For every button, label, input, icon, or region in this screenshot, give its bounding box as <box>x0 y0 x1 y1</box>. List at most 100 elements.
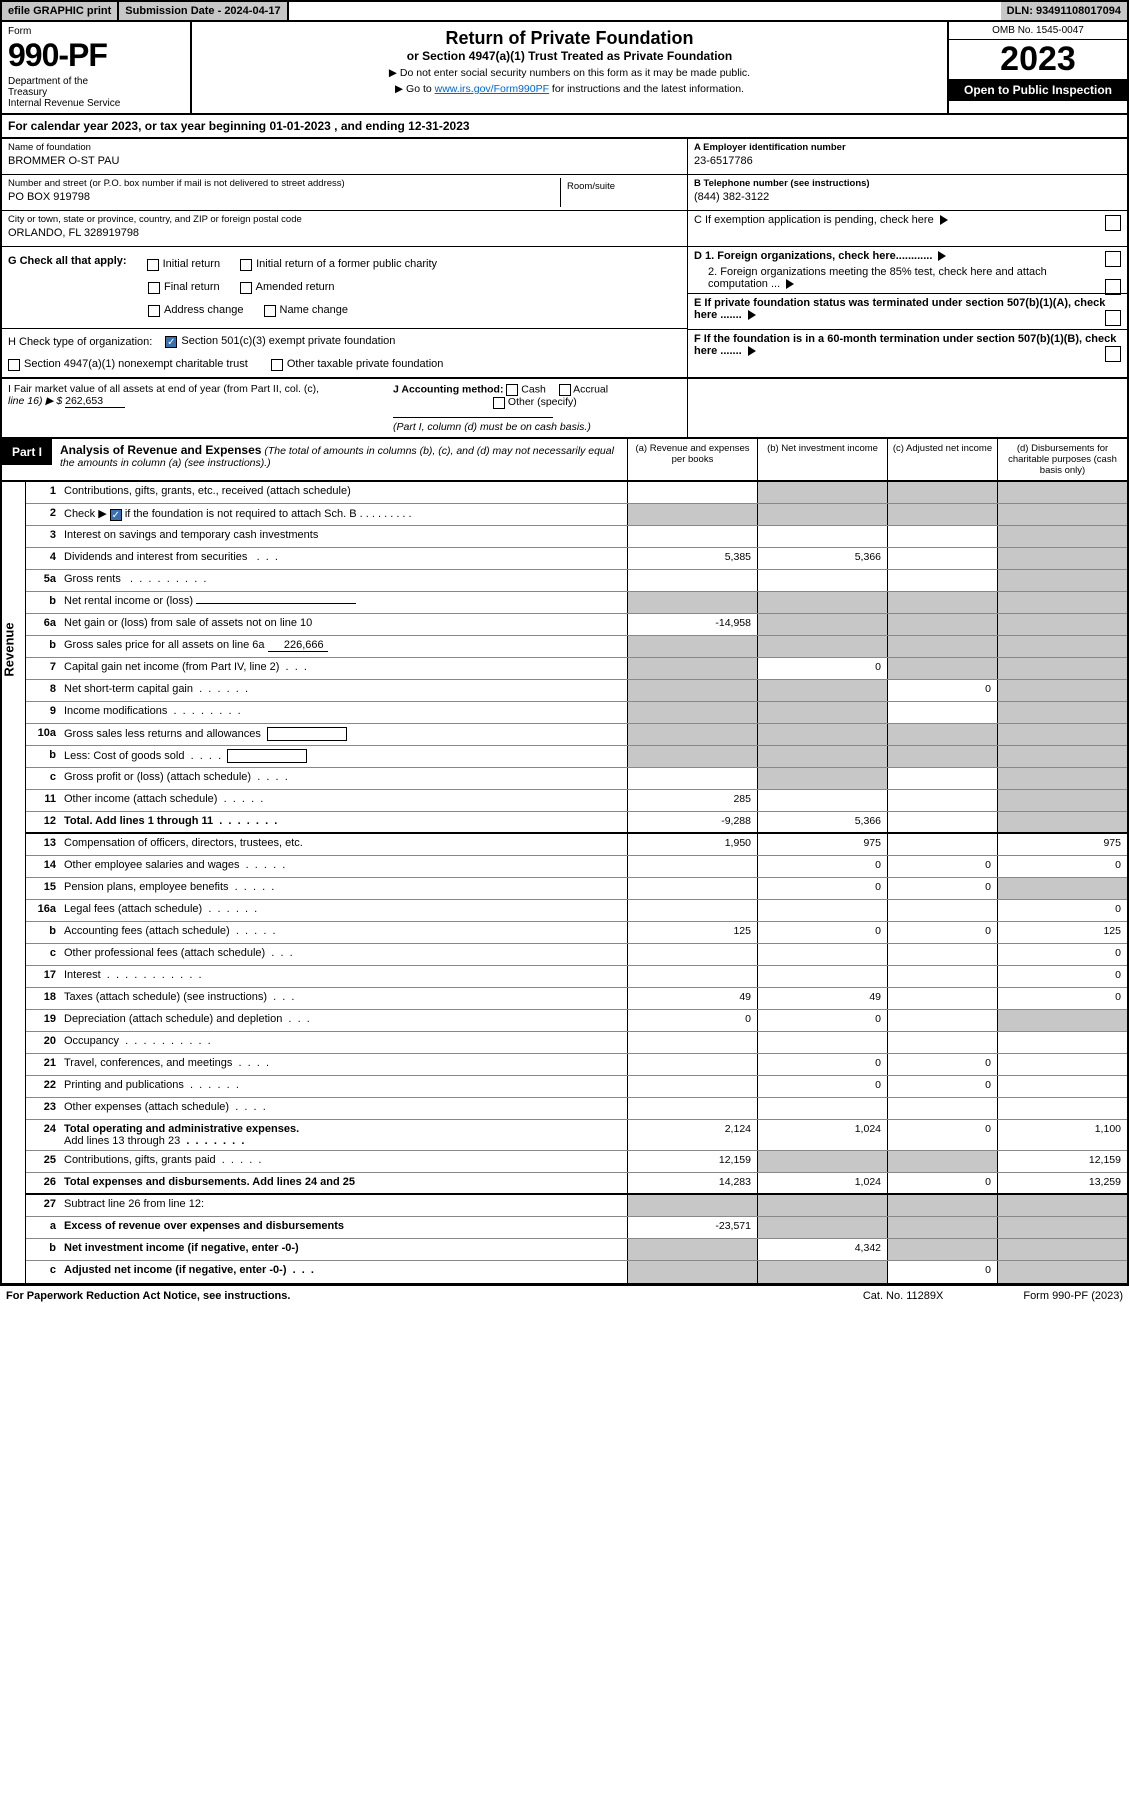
cell-b <box>757 702 887 723</box>
4947-trust-checkbox[interactable] <box>8 359 20 371</box>
expenses-side-label: Operating and Administrative Expenses <box>0 947 2 1193</box>
row-num: 26 <box>26 1173 60 1193</box>
row-desc: Depreciation (attach schedule) and deple… <box>60 1010 627 1031</box>
final-return-checkbox[interactable] <box>148 282 160 294</box>
d1-checkbox[interactable] <box>1105 251 1121 267</box>
cell-c <box>887 900 997 921</box>
cell-c <box>887 1217 997 1238</box>
cell-d <box>997 790 1127 811</box>
cell-b: 0 <box>757 1010 887 1031</box>
cash-label: Cash <box>521 383 546 395</box>
row-10b: b Less: Cost of goods sold . . . . <box>26 746 1127 768</box>
row-num: c <box>26 944 60 965</box>
cell-a: -9,288 <box>627 812 757 832</box>
cell-a <box>627 702 757 723</box>
r24-desc2: Add lines 13 through 23 <box>64 1135 180 1147</box>
col-c-header: (c) Adjusted net income <box>887 439 997 480</box>
501c3-checkbox[interactable] <box>165 336 177 348</box>
cell-d <box>997 1195 1127 1216</box>
cat-number: Cat. No. 11289X <box>863 1290 944 1302</box>
d1-label: D 1. Foreign organizations, check here..… <box>694 250 932 262</box>
row-num: 1 <box>26 482 60 503</box>
cell-a <box>627 636 757 657</box>
cell-a: 5,385 <box>627 548 757 569</box>
cell-d <box>997 1217 1127 1238</box>
city-cell: City or town, state or province, country… <box>2 211 687 247</box>
cell-b: 4,342 <box>757 1239 887 1260</box>
cash-checkbox[interactable] <box>506 384 518 396</box>
row-num: 19 <box>26 1010 60 1031</box>
e-cell: E If private foundation status was termi… <box>688 294 1127 330</box>
row-1: 1 Contributions, gifts, grants, etc., re… <box>26 482 1127 504</box>
initial-return-checkbox[interactable] <box>147 259 159 271</box>
row-desc: Other expenses (attach schedule) . . . . <box>60 1098 627 1119</box>
submission-date: Submission Date - 2024-04-17 <box>119 2 288 20</box>
cell-a <box>627 1098 757 1119</box>
row-16b: b Accounting fees (attach schedule) . . … <box>26 922 1127 944</box>
row-desc: Adjusted net income (if negative, enter … <box>60 1261 627 1283</box>
row-num: 8 <box>26 680 60 701</box>
d2-checkbox[interactable] <box>1105 279 1121 295</box>
cell-b <box>757 746 887 767</box>
cell-c <box>887 944 997 965</box>
cell-c <box>887 812 997 832</box>
cell-a <box>627 900 757 921</box>
cell-b <box>757 1195 887 1216</box>
accrual-label: Accrual <box>573 383 608 395</box>
accrual-checkbox[interactable] <box>559 384 571 396</box>
row-2: 2 Check ▶ if the foundation is not requi… <box>26 504 1127 526</box>
row-num: 6a <box>26 614 60 635</box>
open-to-public: Open to Public Inspection <box>949 79 1127 101</box>
r10b-desc: Less: Cost of goods sold <box>64 750 184 762</box>
other-taxable-label: Other taxable private foundation <box>287 358 444 370</box>
row-num: 13 <box>26 834 60 855</box>
cell-c <box>887 724 997 745</box>
form-subtitle: or Section 4947(a)(1) Trust Treated as P… <box>198 49 941 63</box>
ein-cell: A Employer identification number 23-6517… <box>688 139 1127 175</box>
cell-d <box>997 812 1127 832</box>
row-27c: c Adjusted net income (if negative, ente… <box>26 1261 1127 1283</box>
initial-former-checkbox[interactable] <box>240 259 252 271</box>
tax-year: 2023 <box>949 40 1127 79</box>
header-right: OMB No. 1545-0047 2023 Open to Public In… <box>947 22 1127 113</box>
row-desc: Pension plans, employee benefits . . . .… <box>60 878 627 899</box>
g-section: G Check all that apply: Initial return I… <box>2 247 687 329</box>
i-section: I Fair market value of all assets at end… <box>2 379 387 437</box>
row-5a: 5a Gross rents . . . . . . . . . <box>26 570 1127 592</box>
f-checkbox[interactable] <box>1105 346 1121 362</box>
c-checkbox[interactable] <box>1105 215 1121 231</box>
cell-a <box>627 570 757 591</box>
row-7: 7 Capital gain net income (from Part IV,… <box>26 658 1127 680</box>
other-taxable-checkbox[interactable] <box>271 359 283 371</box>
header-note2: ▶ Go to www.irs.gov/Form990PF for instru… <box>198 83 941 95</box>
cell-a <box>627 482 757 503</box>
address-change-checkbox[interactable] <box>148 305 160 317</box>
row-desc: Compensation of officers, directors, tru… <box>60 834 627 855</box>
amended-return-checkbox[interactable] <box>240 282 252 294</box>
row-desc: Gross profit or (loss) (attach schedule)… <box>60 768 627 789</box>
row-25: 25 Contributions, gifts, grants paid . .… <box>26 1151 1127 1173</box>
schb-checkbox[interactable] <box>110 509 122 521</box>
cell-d <box>997 636 1127 657</box>
r2-pre: Check ▶ <box>64 508 110 520</box>
name-change-checkbox[interactable] <box>264 305 276 317</box>
cell-b: 0 <box>757 1076 887 1097</box>
cell-b <box>757 680 887 701</box>
row-desc: Contributions, gifts, grants paid . . . … <box>60 1151 627 1172</box>
row-num: 21 <box>26 1054 60 1075</box>
e-checkbox[interactable] <box>1105 310 1121 326</box>
row-num: 23 <box>26 1098 60 1119</box>
cell-c: 0 <box>887 680 997 701</box>
row-desc: Income modifications . . . . . . . . <box>60 702 627 723</box>
row-desc: Total operating and administrative expen… <box>60 1120 627 1150</box>
cell-a <box>627 746 757 767</box>
cell-a: 125 <box>627 922 757 943</box>
irs-link[interactable]: www.irs.gov/Form990PF <box>435 83 549 95</box>
row-desc: Gross rents . . . . . . . . . <box>60 570 627 591</box>
r6b-value: 226,666 <box>268 639 328 652</box>
cell-a: 1,950 <box>627 834 757 855</box>
other-method-checkbox[interactable] <box>493 397 505 409</box>
cell-b <box>757 966 887 987</box>
r5a-desc: Gross rents <box>64 573 121 585</box>
row-24: 24 Total operating and administrative ex… <box>26 1120 1127 1151</box>
